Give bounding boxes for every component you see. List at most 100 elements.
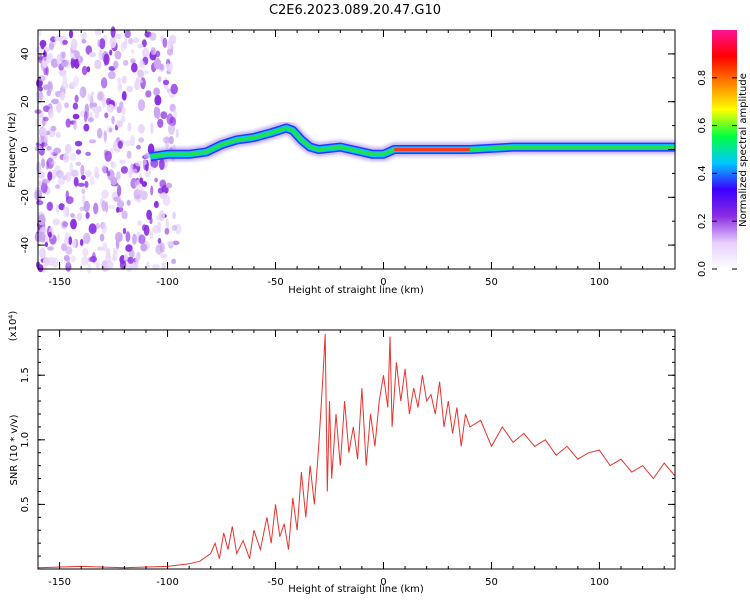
noise-blob <box>109 49 113 56</box>
noise-blob <box>171 258 177 264</box>
noise-blob <box>94 61 100 70</box>
noise-blob <box>146 261 150 268</box>
noise-blob <box>172 211 177 220</box>
noise-blob <box>87 93 92 102</box>
noise-blob <box>59 91 65 100</box>
noise-blob <box>81 39 87 44</box>
noise-blob <box>96 127 103 139</box>
noise-blob <box>39 247 46 259</box>
noise-blob <box>68 236 73 246</box>
noise-blob <box>82 247 89 257</box>
noise-blob <box>98 49 103 61</box>
noise-blob <box>157 118 164 128</box>
noise-blob <box>94 172 100 179</box>
noise-blob <box>86 66 91 73</box>
noise-blob <box>165 218 169 229</box>
noise-blob <box>59 51 64 64</box>
noise-blob <box>65 171 72 183</box>
x-tick-label: 50 <box>485 277 498 288</box>
noise-blob <box>69 152 77 161</box>
noise-blob <box>84 170 92 178</box>
noise-blob <box>113 60 119 69</box>
noise-blob <box>96 246 104 251</box>
noise-blob <box>46 157 54 169</box>
noise-blob <box>46 89 52 97</box>
noise-blob <box>48 42 55 51</box>
noise-blob <box>55 204 60 215</box>
y-tick-label: 0.5 <box>20 496 31 512</box>
noise-blob <box>167 39 173 50</box>
noise-blob <box>168 122 175 135</box>
noise-blob <box>93 202 99 215</box>
noise-blob <box>40 181 48 194</box>
colorbar-tick-label: 0.4 <box>697 165 708 181</box>
y-tick-label: -20 <box>20 189 31 205</box>
noise-blob <box>126 85 134 93</box>
noise-blob <box>160 253 168 259</box>
noise-blob <box>131 49 135 54</box>
noise-blob <box>128 167 133 179</box>
noise-blob <box>54 184 61 189</box>
noise-blob <box>65 190 70 200</box>
noise-blob <box>145 90 152 98</box>
noise-blob <box>137 43 144 49</box>
noise-blob <box>55 131 61 139</box>
colorbar-ticks: 0.0 0.2 0.4 0.6 0.8 <box>697 70 737 277</box>
noise-blob <box>111 115 115 125</box>
noise-blob <box>157 187 164 194</box>
noise-blob <box>132 168 138 175</box>
noise-blob <box>117 140 123 149</box>
y-tick-label: 0 <box>20 146 31 152</box>
noise-blob <box>83 200 90 213</box>
noise-blob <box>125 231 131 243</box>
noise-blob <box>73 75 80 87</box>
noise-blob <box>121 210 128 220</box>
noise-blob <box>117 200 124 209</box>
noise-blob <box>114 50 122 60</box>
noise-blob <box>75 149 82 155</box>
x-tick-label: -100 <box>156 577 179 588</box>
snr-y-ticks: 0.5 1.0 1.5 <box>20 335 675 570</box>
noise-blob <box>85 212 90 219</box>
noise-blob <box>124 253 128 261</box>
noise-blob <box>116 206 120 213</box>
noise-blob <box>38 180 42 187</box>
noise-blob <box>127 122 132 132</box>
noise-blob <box>157 76 162 83</box>
noise-blob <box>39 39 47 48</box>
noise-blob <box>166 48 174 56</box>
noise-blob <box>165 182 173 189</box>
noise-blob <box>62 39 68 45</box>
noise-blob <box>70 255 76 263</box>
noise-blob <box>43 116 49 122</box>
y-tick-label: -40 <box>20 237 31 253</box>
noise-blob <box>101 222 107 234</box>
noise-blob <box>150 122 154 135</box>
noise-blob <box>123 59 129 66</box>
colorbar-tick-label: 0.8 <box>697 70 708 86</box>
noise-blob <box>105 265 110 272</box>
noise-blob <box>47 246 54 251</box>
noise-blob <box>65 246 73 255</box>
noise-blob <box>165 63 171 70</box>
noise-blob <box>87 117 94 123</box>
noise-blob <box>75 161 82 166</box>
noise-blob <box>109 36 117 49</box>
noise-blob <box>80 164 85 177</box>
noise-blob <box>172 240 180 246</box>
noise-blob <box>158 210 165 222</box>
noise-blob <box>35 118 43 128</box>
noise-blob <box>77 182 86 187</box>
noise-blob <box>128 37 134 45</box>
noise-blob <box>88 139 97 144</box>
noise-blob <box>46 54 51 60</box>
colorbar-tick-label: 0.0 <box>697 261 708 277</box>
noise-blob <box>81 194 86 205</box>
noise-blob <box>153 200 159 209</box>
noise-blob <box>149 32 157 41</box>
noise-blob <box>64 102 69 109</box>
noise-blob <box>60 220 68 230</box>
noise-blob <box>81 175 86 180</box>
noise-blob <box>95 261 101 269</box>
noise-blob <box>74 94 79 103</box>
